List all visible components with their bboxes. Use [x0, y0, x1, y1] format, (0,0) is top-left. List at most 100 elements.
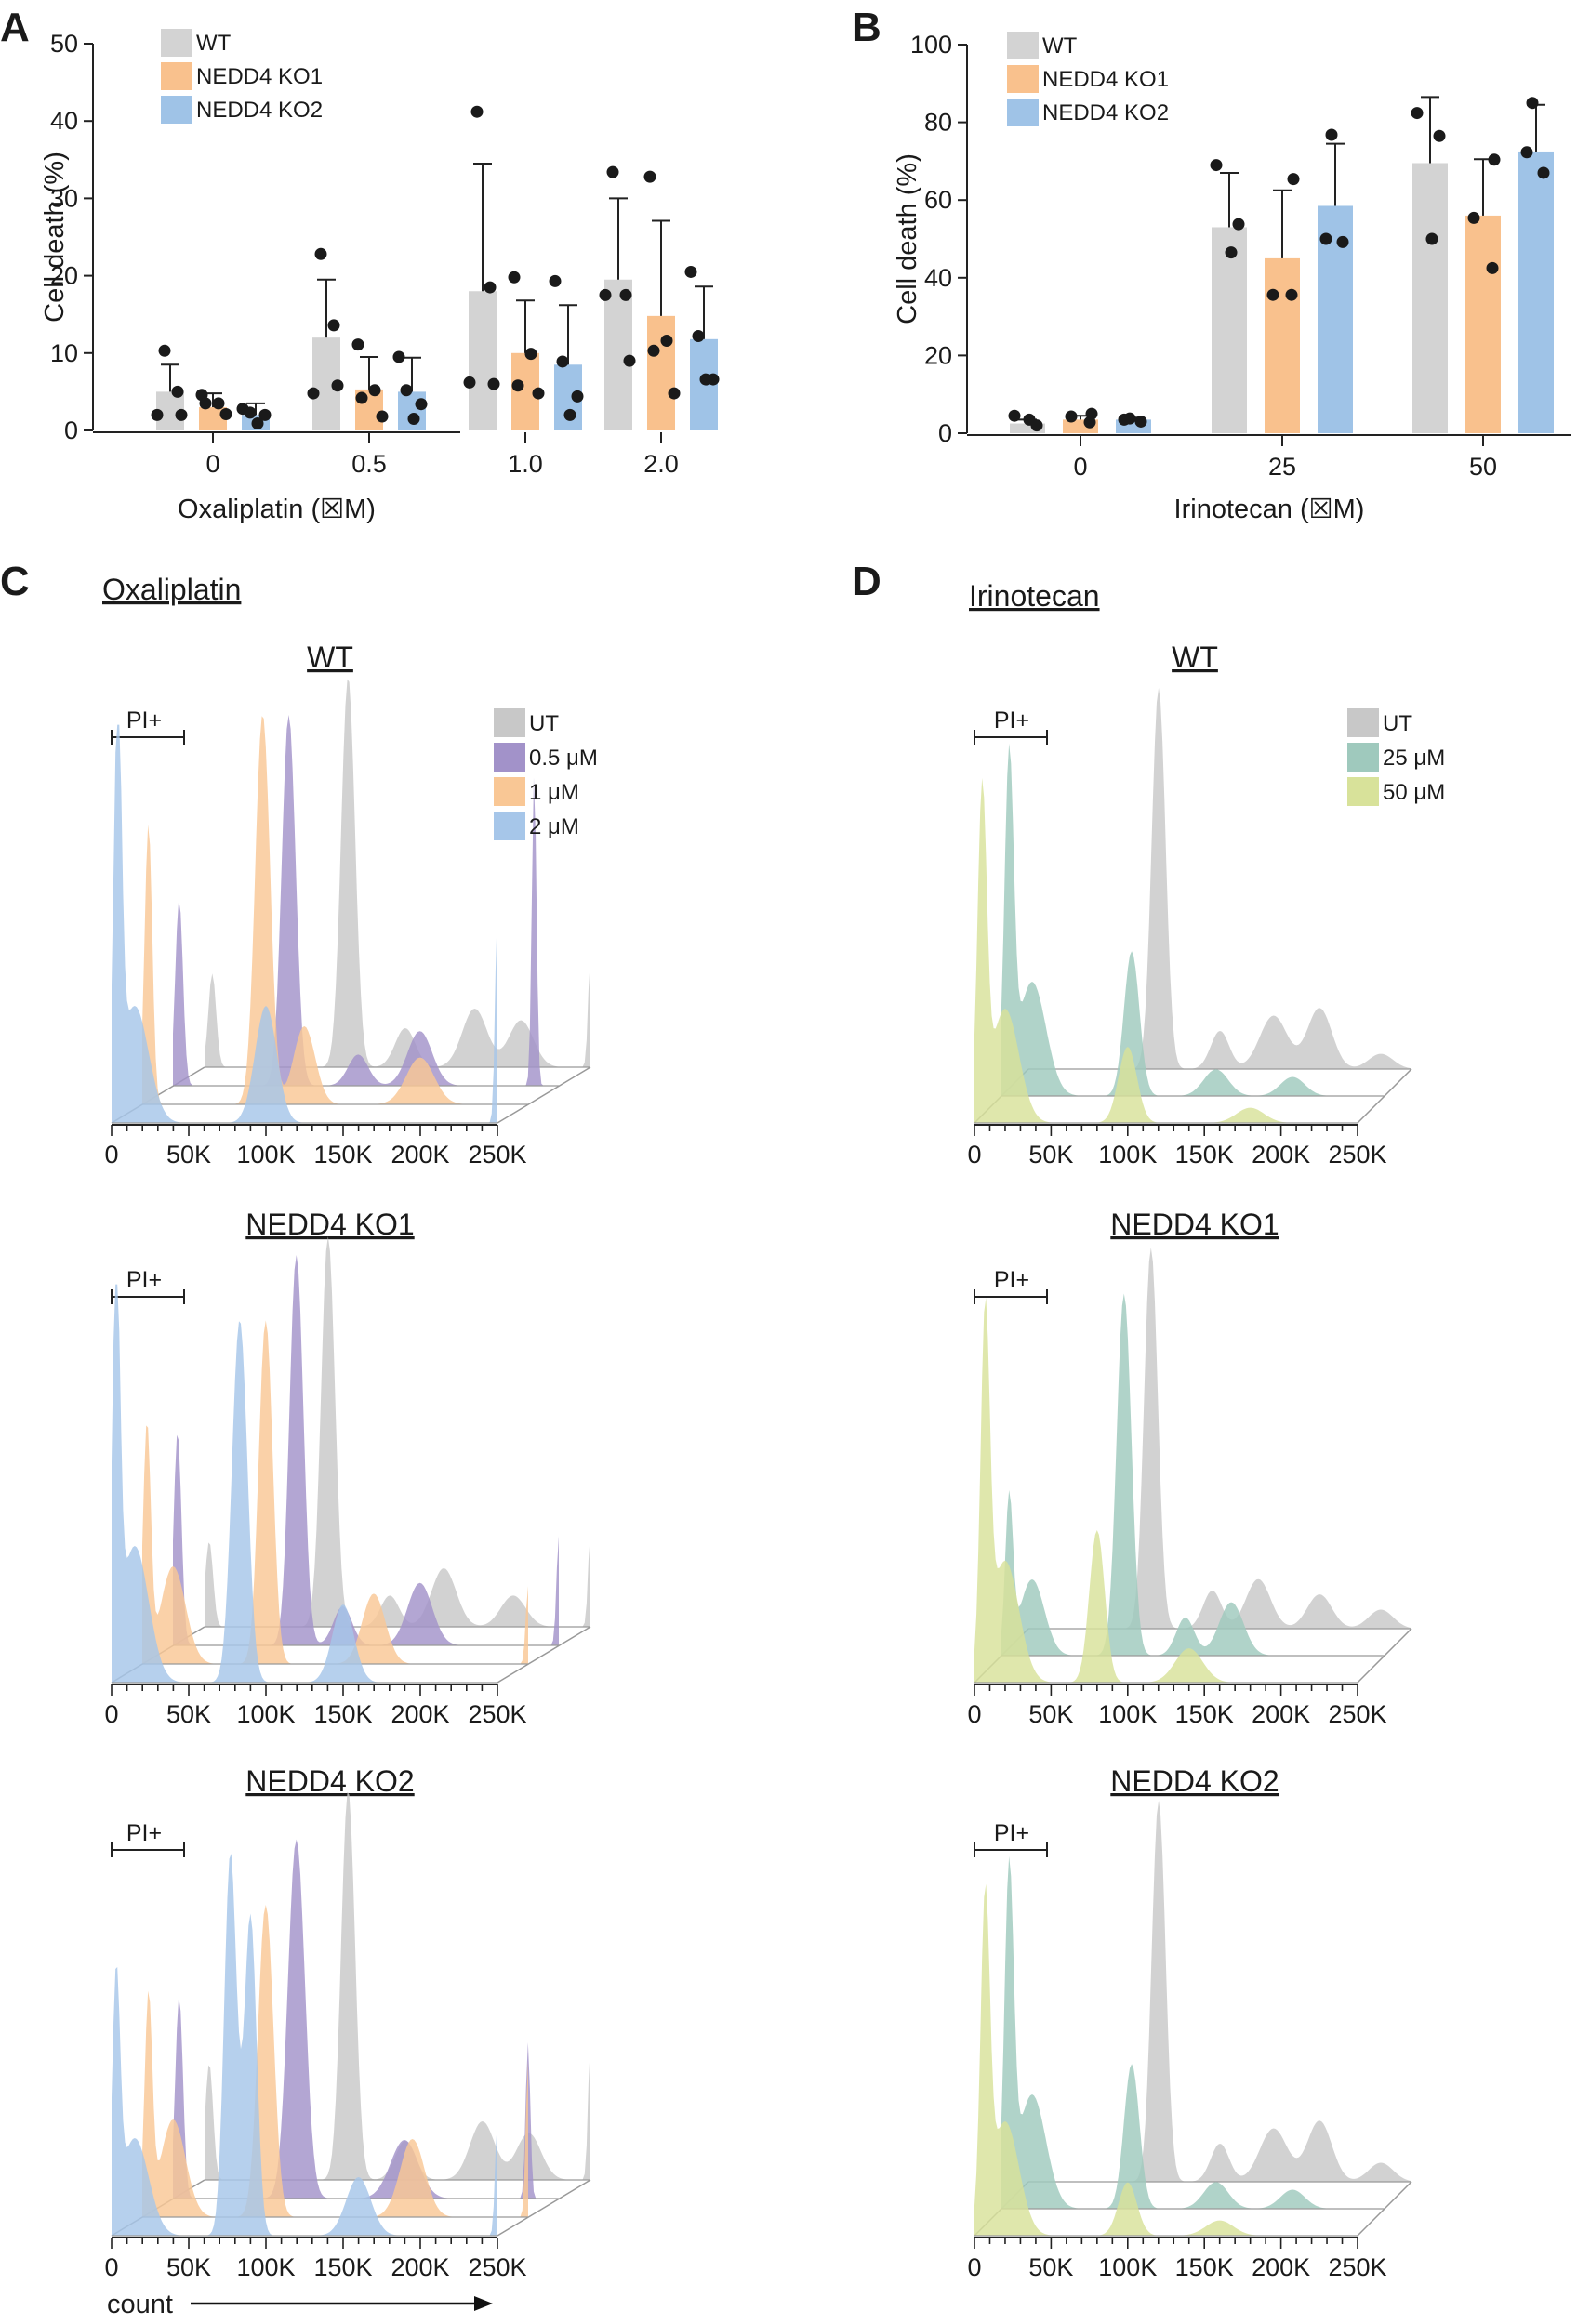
- gate-label: PI+: [994, 1267, 1029, 1293]
- bar: [1212, 227, 1247, 433]
- gate-label: PI+: [126, 1267, 162, 1293]
- y-axis-label: Cell death (%): [40, 152, 70, 323]
- gate-label: PI+: [126, 1820, 162, 1846]
- gate-label: PI+: [126, 707, 162, 733]
- data-point: [355, 391, 368, 404]
- histogram-trace: [112, 1854, 497, 2236]
- data-point: [1232, 218, 1245, 231]
- x-tick-label: 250K: [1328, 2253, 1386, 2281]
- x-tick-label: 250K: [1328, 1700, 1386, 1728]
- legend-swatch: [161, 29, 192, 57]
- data-point: [251, 417, 264, 430]
- data-point: [668, 387, 681, 400]
- bar-chart-irinotecan: 0 20 40 60 80 100 Cell death (%) 0 25 50 Irinoteca…: [893, 31, 1571, 524]
- legend-swatch: [494, 708, 525, 737]
- data-point: [415, 398, 428, 411]
- data-point: [1285, 288, 1298, 301]
- depth-axis: [497, 2179, 591, 2237]
- y-tick-label: 0: [938, 419, 952, 447]
- histogram-trace: [1028, 1801, 1411, 2182]
- histogram-trace: [1001, 1293, 1385, 1656]
- data-point: [563, 408, 576, 421]
- histogram-trace: [974, 1298, 1358, 1683]
- y-tick-label: 50: [50, 30, 78, 58]
- x-axis-label: Irinotecan (☒M): [1174, 495, 1365, 524]
- bar: [1265, 257, 1300, 433]
- y-tick-label: 80: [924, 109, 952, 137]
- legend-swatch: [1007, 99, 1039, 126]
- legend-swatch: [494, 812, 525, 840]
- data-point: [1520, 146, 1533, 159]
- bar: [1412, 163, 1448, 434]
- data-point: [258, 408, 272, 421]
- data-point: [1411, 107, 1424, 120]
- x-axis-label: Oxaliplatin (☒M): [178, 495, 376, 524]
- data-point: [1023, 413, 1036, 426]
- data-point: [1488, 153, 1501, 166]
- data-point: [1325, 128, 1338, 141]
- x-tick-label: 100K: [236, 1141, 295, 1169]
- data-point: [1065, 410, 1078, 423]
- x-tick-label: 0: [1073, 453, 1087, 481]
- data-point: [508, 271, 521, 284]
- data-point: [571, 390, 584, 403]
- data-point: [307, 387, 320, 400]
- x-tick-label: 1.0: [508, 450, 543, 478]
- histogram-row: WT PI+ 0 50K 100K 150K 200K 250K: [967, 640, 1412, 1169]
- x-tick-label: 25: [1268, 453, 1296, 481]
- legend-swatch: [1347, 708, 1379, 737]
- x-tick-label: 2.0: [643, 450, 679, 478]
- x-tick-label: 100K: [1098, 2253, 1157, 2281]
- bar-chart-oxaliplatin: 0 10 20 30 40 50 Cell death (%) 0 0.5 1.0 2.0 Oxali…: [40, 29, 720, 524]
- data-point: [1425, 232, 1438, 245]
- histograms-oxaliplatin: WT PI+ 0 50K 100K 150K 200K 250K NEDD4 KO1 PI+ 0 50…: [104, 640, 597, 2319]
- legend-label: NEDD4 KO1: [1042, 67, 1169, 92]
- data-point: [244, 406, 257, 419]
- legend-label: WT: [1042, 33, 1078, 59]
- x-tick-label: 0: [967, 1700, 981, 1728]
- histogram-trace: [142, 1320, 528, 1664]
- y-tick-label: 60: [924, 186, 952, 214]
- y-tick-label: 20: [50, 262, 78, 290]
- row-title: NEDD4 KO2: [245, 1764, 414, 1798]
- x-tick-label: 50K: [166, 2253, 211, 2281]
- data-point: [1467, 211, 1480, 224]
- data-point: [647, 344, 660, 357]
- data-point: [1526, 97, 1539, 110]
- bar: [1465, 215, 1501, 433]
- legend-swatch: [1007, 32, 1039, 59]
- histogram-trace: [112, 724, 497, 1123]
- count-axis-label: count: [107, 2290, 173, 2319]
- legend-label: 2 μM: [529, 814, 579, 839]
- data-point: [1008, 409, 1021, 422]
- x-tick-label: 150K: [313, 2253, 372, 2281]
- histogram-row: NEDD4 KO2 PI+ 0 50K 100K 150K 200K 250K: [967, 1764, 1412, 2281]
- histogram-trace: [1028, 1248, 1411, 1629]
- bar: [469, 291, 497, 430]
- legend-label: 0.5 μM: [529, 746, 598, 771]
- x-tick-label: 100K: [1098, 1700, 1157, 1728]
- y-tick-label: 20: [924, 341, 952, 369]
- data-point: [606, 165, 619, 178]
- y-tick-label: 0: [64, 416, 78, 444]
- histogram-trace: [112, 1284, 497, 1683]
- y-tick-label: 40: [924, 264, 952, 292]
- data-point: [175, 408, 188, 421]
- section-title-irinotecan: Irinotecan: [969, 579, 1100, 613]
- data-point: [327, 319, 340, 332]
- data-point: [549, 274, 562, 287]
- data-point: [171, 385, 184, 398]
- data-point: [219, 408, 232, 421]
- legend-label: WT: [196, 31, 232, 56]
- x-tick-label: 250K: [468, 1700, 526, 1728]
- legend-label: NEDD4 KO2: [1042, 100, 1169, 125]
- histogram-trace: [974, 778, 1358, 1123]
- gate-label: PI+: [994, 1820, 1029, 1846]
- legend-swatch: [161, 96, 192, 124]
- data-point: [212, 397, 225, 410]
- x-tick-label: 250K: [468, 1141, 526, 1169]
- legend-label: NEDD4 KO2: [196, 98, 323, 123]
- data-point: [1433, 129, 1446, 142]
- legend-swatch: [1347, 777, 1379, 806]
